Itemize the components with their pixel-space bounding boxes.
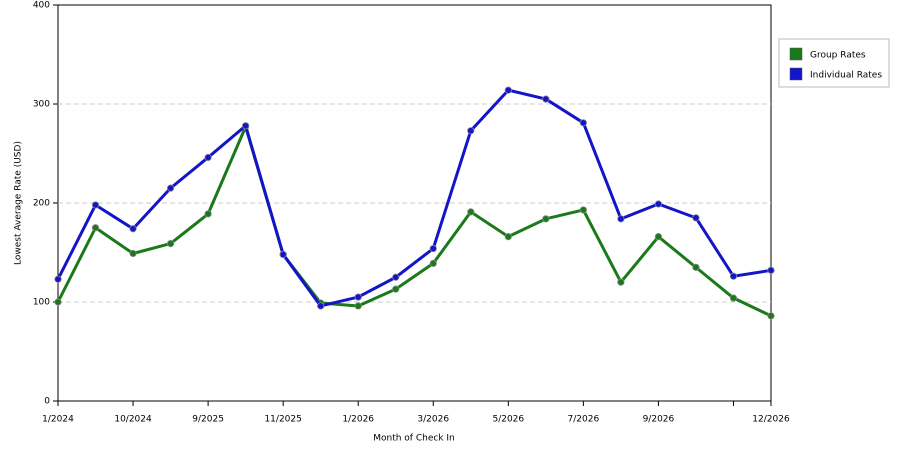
point	[91, 224, 100, 232]
x-tick-label: 1/2024	[42, 415, 74, 425]
point	[166, 184, 175, 192]
point	[467, 208, 475, 216]
series-line	[56, 88, 772, 308]
point	[767, 312, 775, 320]
legend-swatch	[789, 47, 803, 61]
point	[54, 298, 62, 306]
x-axis-label: Month of Check In	[373, 434, 455, 444]
x-tick-label: 7/2026	[568, 415, 600, 425]
point	[54, 275, 62, 283]
x-tick-label: 10/2024	[114, 415, 152, 425]
legend-box	[778, 38, 890, 88]
point	[91, 201, 100, 209]
point	[617, 215, 625, 223]
y-tick-label: 0	[44, 397, 50, 407]
point	[729, 272, 738, 280]
x-tick-label: 12/2026	[752, 415, 790, 425]
point	[129, 249, 137, 258]
point	[166, 239, 175, 248]
x-tick-label: 5/2026	[492, 415, 524, 425]
y-axis-label: Lowest Average Rate (USD)	[14, 141, 24, 265]
y-tick-label: 400	[33, 1, 50, 11]
x-tick-label: 9/2026	[643, 415, 675, 425]
point	[204, 210, 212, 218]
x-tick-label: 1/2026	[342, 415, 374, 425]
point	[729, 294, 738, 302]
point	[542, 95, 550, 103]
point	[692, 214, 700, 222]
point	[279, 250, 287, 259]
point	[767, 266, 775, 274]
point	[542, 215, 550, 223]
point	[654, 200, 663, 208]
point	[392, 273, 400, 281]
point	[354, 302, 362, 310]
y-tick-label: 200	[33, 199, 50, 209]
point	[354, 293, 362, 301]
point	[617, 278, 625, 286]
point	[242, 122, 250, 130]
legend-label: Group Rates	[810, 51, 866, 61]
point	[467, 127, 475, 135]
point	[392, 285, 400, 293]
point	[429, 259, 437, 267]
point	[429, 244, 437, 253]
y-tick-label: 100	[33, 298, 50, 308]
series-line	[56, 125, 772, 318]
point	[504, 233, 512, 241]
point	[317, 302, 325, 310]
point	[579, 206, 587, 214]
point	[204, 153, 212, 162]
point	[129, 225, 137, 233]
point	[504, 86, 512, 94]
point	[692, 263, 700, 271]
y-tick-label: 300	[33, 100, 50, 110]
x-tick-label: 9/2025	[192, 415, 224, 425]
x-tick-label: 11/2025	[264, 415, 301, 425]
legend-label: Individual Rates	[810, 71, 882, 81]
point	[579, 119, 587, 127]
point	[654, 233, 663, 241]
x-tick-label: 3/2026	[417, 415, 449, 425]
legend-swatch	[789, 67, 803, 81]
